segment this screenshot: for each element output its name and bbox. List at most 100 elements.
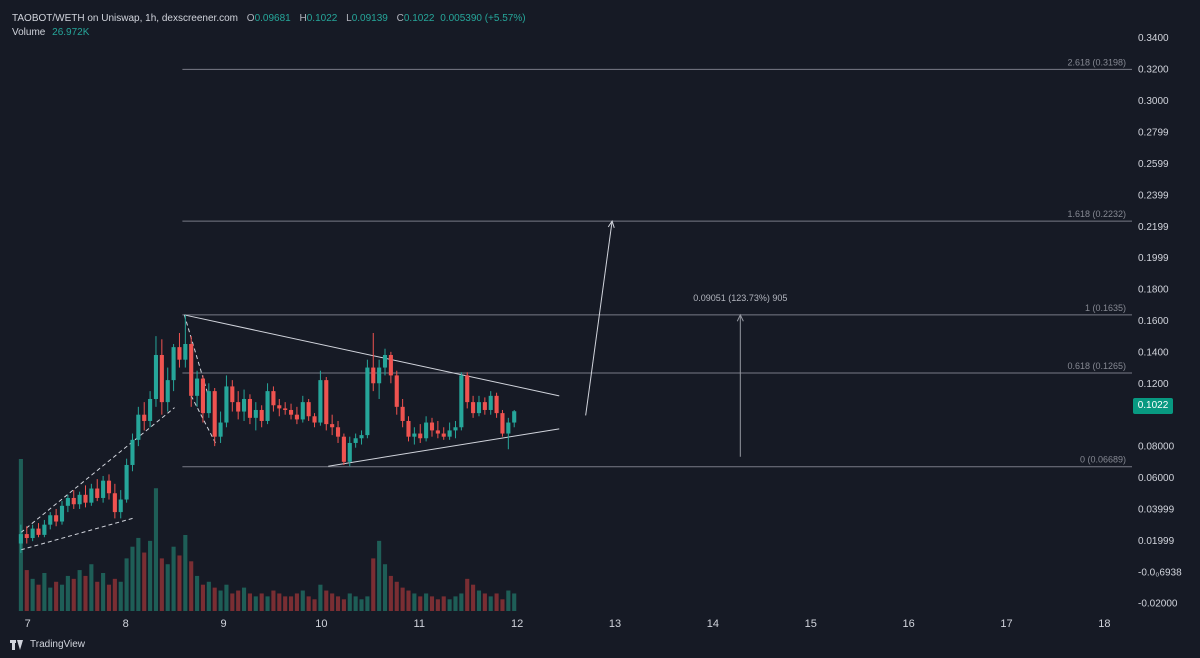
candle-body [54, 515, 59, 522]
candle-body [471, 402, 476, 414]
volume-bar [124, 558, 129, 611]
price-axis[interactable]: 0.3400 0.3200 0.3000 0.2799 0.2599 0.2399 0.21… [1138, 33, 1182, 610]
candle-body [112, 493, 117, 513]
volume-bar [382, 564, 388, 611]
fib-level-label: 2.618 (0.3198) [1067, 57, 1126, 67]
volume-bar [353, 596, 358, 611]
candle-body [341, 436, 346, 462]
candle-body [165, 380, 170, 403]
candle-body [159, 354, 164, 403]
volume-bar [447, 599, 452, 611]
price-axis-label: 0.1800 [1138, 285, 1169, 296]
volume-bar [177, 555, 182, 611]
candle-body [42, 524, 47, 535]
volume-bar [494, 593, 499, 611]
price-axis-label: 0.1400 [1138, 347, 1169, 358]
candle-body [236, 402, 241, 412]
volume-bar [300, 590, 305, 611]
time-axis-label: 16 [903, 618, 915, 630]
volume-bar [324, 590, 329, 611]
brand-name: TradingView [30, 639, 86, 650]
close-label: C [396, 13, 404, 24]
candle-body [312, 416, 317, 423]
volume-bar [95, 581, 100, 611]
candle-body [406, 420, 411, 437]
volume-bar [306, 596, 311, 611]
candle-body [77, 494, 82, 505]
time-axis-label: 10 [315, 618, 327, 630]
candle-body [130, 439, 135, 465]
fib-level-label: 0 (0.06689) [1080, 455, 1126, 465]
volume-bar [418, 596, 423, 611]
candle-body [494, 395, 499, 414]
volume-bar [48, 587, 53, 611]
volume-bar [506, 590, 511, 611]
projection-arrow-head [607, 219, 615, 228]
candles [18, 314, 517, 553]
candle-body [412, 433, 417, 437]
time-axis[interactable]: 7 8 9 10 11 12 13 14 15 16 17 18 [25, 618, 1111, 630]
volume-bar [195, 575, 200, 611]
volume-bar [271, 590, 276, 611]
candle-body [424, 422, 429, 439]
candle-body [206, 391, 211, 414]
volume-bar [148, 540, 153, 611]
drop-dashed-line [190, 395, 218, 446]
volume-bar [259, 593, 264, 611]
open-value: 0.09681 [254, 13, 291, 24]
volume-bar [500, 599, 505, 611]
volume-bars [18, 459, 517, 611]
measure-arrow-head [736, 313, 744, 322]
volume-bar [294, 593, 299, 611]
volume-bar [218, 590, 223, 611]
volume-bar [265, 596, 270, 611]
volume-bar [512, 593, 517, 611]
price-axis-label: 0.3000 [1138, 96, 1169, 107]
time-axis-label: 8 [123, 618, 129, 630]
volume-bar [230, 593, 235, 611]
volume-bar [429, 596, 435, 611]
measure-label: 0.09051 (123.73%) 905 [693, 293, 787, 303]
projection-arrow-line [585, 221, 613, 416]
candle-body [195, 378, 200, 396]
candle-body [212, 391, 217, 437]
candle-body [277, 405, 282, 409]
time-axis-label: 13 [609, 618, 621, 630]
fib-level-label: 1 (0.1635) [1085, 303, 1126, 313]
price-axis-label: 0.03999 [1138, 504, 1175, 515]
volume-bar [59, 584, 65, 611]
volume-bar [312, 599, 317, 611]
fib-level-label: 0.618 (0.1265) [1067, 361, 1126, 371]
candle-body [30, 528, 35, 539]
volume-bar [142, 552, 147, 611]
candle-body [500, 413, 505, 434]
price-axis-label: 0.2399 [1138, 190, 1169, 201]
volume-bar [482, 593, 487, 611]
flag-lower-dashed-line [20, 517, 136, 551]
candle-body [177, 347, 182, 360]
volume-bar [153, 488, 159, 611]
tradingview-brand[interactable]: TradingView [10, 639, 85, 650]
candle-body [224, 386, 229, 423]
candle-body [265, 391, 270, 421]
volume-bar [476, 590, 482, 611]
volume-bar [136, 537, 141, 611]
candle-body [83, 494, 88, 503]
triangle-upper-line [184, 314, 560, 397]
price-axis-label: 0.2199 [1138, 222, 1169, 233]
candle-body [288, 409, 294, 415]
candle-body [400, 406, 405, 421]
volume-bar [424, 593, 429, 611]
price-axis-label: 0.1200 [1138, 379, 1169, 390]
fib-level-label: 1.618 (0.2232) [1067, 209, 1126, 219]
candle-body [459, 375, 464, 428]
volume-bar [200, 584, 206, 611]
volume-bar [394, 581, 399, 611]
volume-bar [224, 584, 229, 611]
candle-body [335, 427, 341, 437]
candle-body [382, 354, 388, 368]
chart-legend: TAOBOT/WETH on Uniswap, 1h, dexscreener.… [12, 12, 526, 40]
volume-bar [236, 590, 241, 611]
volume-bar [347, 593, 352, 611]
